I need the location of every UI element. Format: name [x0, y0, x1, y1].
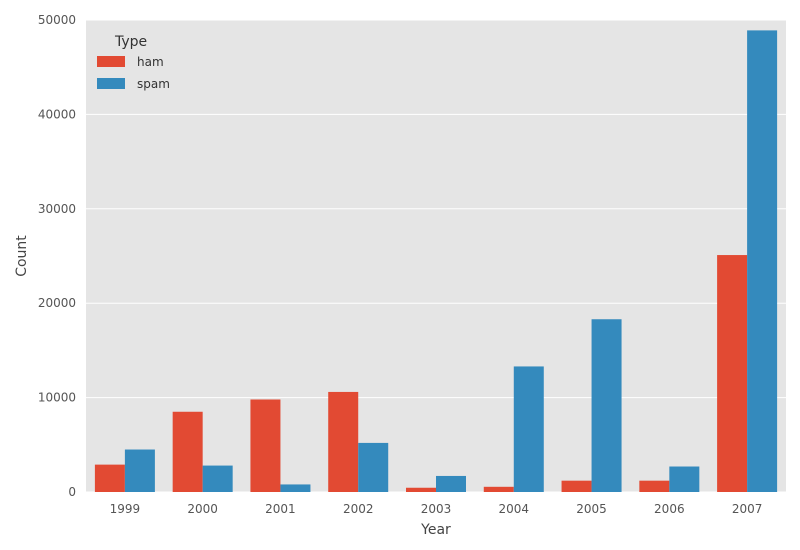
bar-spam-2000 — [202, 465, 233, 492]
bar-ham-2004 — [483, 486, 514, 492]
x-tick-label: 2006 — [654, 502, 685, 516]
x-tick-label: 2003 — [421, 502, 452, 516]
bar-spam-2002 — [358, 442, 389, 492]
bar-spam-2003 — [436, 475, 466, 492]
y-tick-label: 20000 — [38, 296, 76, 310]
bar-spam-2001 — [280, 484, 311, 492]
bar-ham-2005 — [561, 480, 592, 492]
x-tick-label: 2001 — [265, 502, 296, 516]
bar-ham-2006 — [639, 480, 670, 492]
legend-label-spam: spam — [137, 77, 170, 91]
bar-spam-2006 — [669, 466, 700, 492]
bar-ham-2003 — [406, 487, 436, 492]
bar-ham-2002 — [328, 391, 359, 492]
y-tick-label: 30000 — [38, 202, 76, 216]
bar-spam-2005 — [591, 319, 622, 492]
bar-ham-1999 — [94, 464, 125, 492]
y-tick-label: 40000 — [38, 107, 76, 121]
x-tick-labels: 1999 2000 2001 2002 2003 2004 2005 2006 2007 — [110, 502, 763, 516]
y-tick-label: 10000 — [38, 391, 76, 405]
bar-ham-2000 — [172, 411, 203, 492]
x-axis-label: Year — [420, 522, 451, 538]
y-tick-label: 0 — [68, 485, 76, 499]
x-tick-label: 2005 — [576, 502, 607, 516]
bar-ham-2007 — [717, 255, 748, 492]
bar-ham-2001 — [250, 399, 281, 492]
x-tick-label: 2000 — [187, 502, 218, 516]
bar-spam-2004 — [513, 366, 544, 492]
y-axis-label: Count — [14, 235, 30, 277]
legend-swatch-spam — [97, 78, 125, 89]
legend-swatch-ham — [97, 56, 125, 67]
y-tick-labels: 0 10000 20000 30000 40000 50000 — [38, 13, 76, 499]
bar-spam-2007 — [747, 30, 778, 492]
legend: Type ham spam — [97, 34, 170, 91]
y-tick-label: 50000 — [38, 13, 76, 27]
legend-label-ham: ham — [137, 55, 164, 69]
bars — [94, 30, 778, 492]
x-tick-label: 2004 — [499, 502, 530, 516]
legend-title: Type — [114, 34, 147, 50]
x-tick-label: 2002 — [343, 502, 374, 516]
x-tick-label: 2007 — [732, 502, 763, 516]
x-tick-label: 1999 — [110, 502, 141, 516]
bar-spam-1999 — [124, 449, 155, 492]
